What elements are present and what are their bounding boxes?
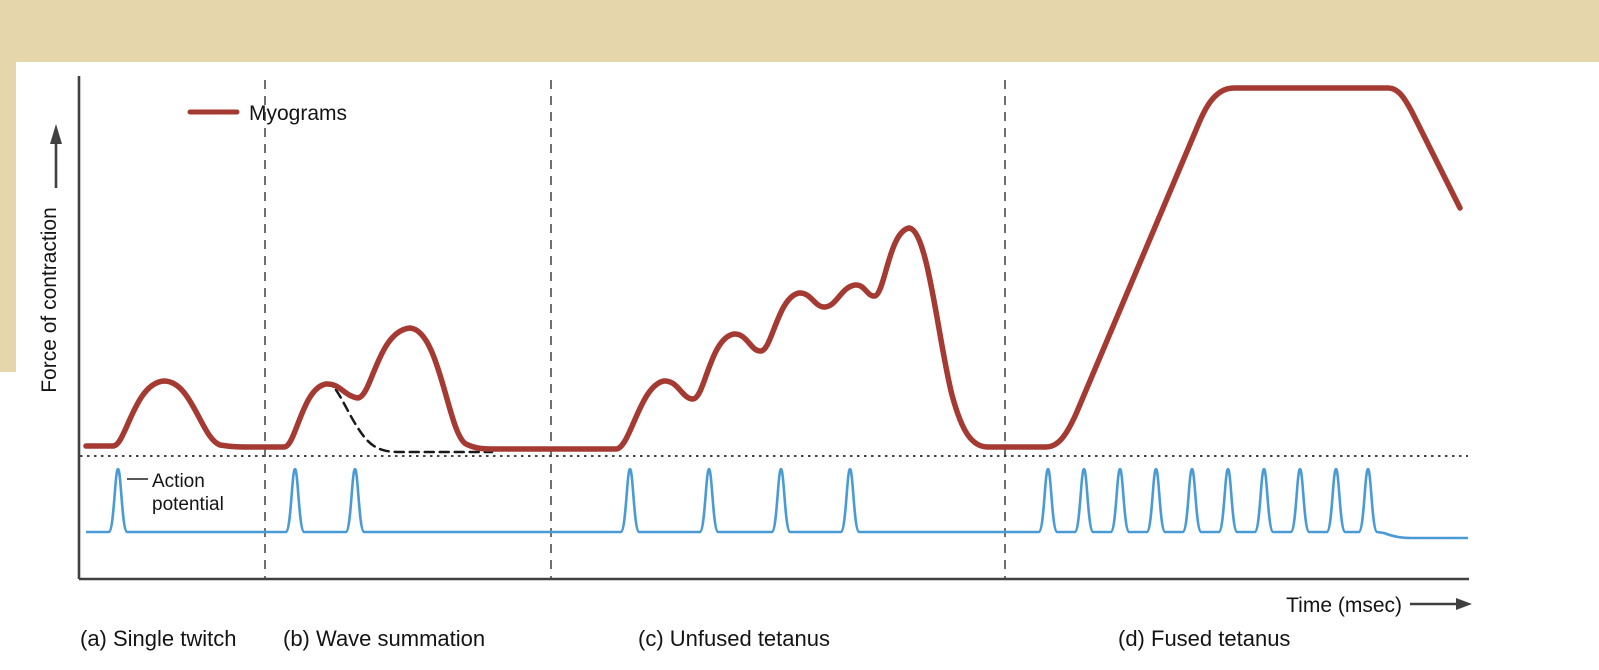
- x-axis-label: Time (msec): [1286, 594, 1402, 617]
- action-potential-label-line1: Action: [152, 471, 205, 492]
- page-band-left: [0, 0, 16, 372]
- section-label-wave-summation: (b) Wave summation: [283, 626, 485, 651]
- myogram-trace: [83, 85, 1463, 452]
- action-potential-trace: [86, 467, 1468, 540]
- section-label-single-twitch: (a) Single twitch: [80, 626, 237, 651]
- force-axis-arrowhead-icon: [50, 124, 62, 144]
- time-axis-arrowhead-icon: [1456, 598, 1472, 610]
- legend-myograms-label: Myograms: [249, 102, 347, 125]
- summation-decay-dashed-curve: [334, 388, 494, 454]
- section-label-unfused-tetanus: (c) Unfused tetanus: [638, 626, 830, 651]
- page-band-top: [0, 0, 1599, 62]
- section-label-fused-tetanus: (d) Fused tetanus: [1118, 626, 1290, 651]
- y-axis-label: Force of contraction: [38, 207, 61, 393]
- action-potential-label-line2: potential: [152, 494, 224, 515]
